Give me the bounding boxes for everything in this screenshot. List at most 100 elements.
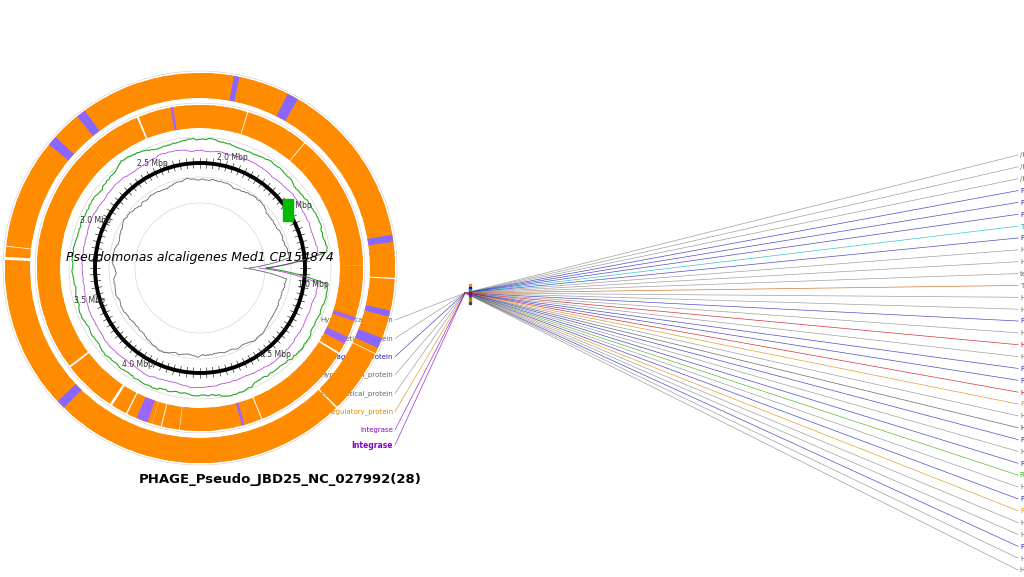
Polygon shape (49, 137, 74, 160)
Polygon shape (289, 396, 328, 434)
Polygon shape (311, 121, 343, 152)
Polygon shape (256, 387, 286, 418)
Polygon shape (8, 213, 37, 239)
Polygon shape (46, 314, 75, 342)
Polygon shape (288, 101, 308, 126)
Polygon shape (276, 94, 298, 121)
Polygon shape (151, 76, 171, 104)
Polygon shape (281, 409, 310, 440)
Polygon shape (157, 107, 180, 133)
Polygon shape (20, 183, 47, 202)
Polygon shape (218, 106, 242, 133)
Polygon shape (204, 406, 225, 431)
Text: Hypothetical_protein: Hypothetical_protein (1020, 484, 1024, 490)
Polygon shape (165, 106, 189, 131)
Polygon shape (92, 373, 123, 404)
Polygon shape (254, 395, 269, 419)
Polygon shape (339, 247, 362, 262)
Text: Holin: Holin (1020, 425, 1024, 430)
Polygon shape (346, 343, 375, 368)
Polygon shape (15, 324, 43, 344)
Text: Hypothetical_protein: Hypothetical_protein (1020, 246, 1024, 253)
Polygon shape (37, 275, 61, 289)
Polygon shape (13, 317, 47, 354)
Polygon shape (332, 145, 358, 168)
Text: Tail_protein: Tail_protein (1020, 223, 1024, 230)
Polygon shape (41, 297, 67, 316)
Polygon shape (140, 430, 166, 459)
Polygon shape (42, 128, 82, 168)
Polygon shape (195, 407, 216, 431)
Polygon shape (361, 297, 392, 328)
Polygon shape (241, 430, 260, 458)
Polygon shape (183, 73, 203, 99)
Polygon shape (60, 340, 88, 366)
Text: Hypothetical_protein: Hypothetical_protein (321, 372, 393, 379)
Polygon shape (10, 198, 41, 230)
Polygon shape (226, 108, 241, 132)
Text: Integrase: Integrase (351, 440, 393, 449)
Polygon shape (55, 332, 83, 358)
Text: /Hypothetical_protein: /Hypothetical_protein (1020, 163, 1024, 170)
Polygon shape (368, 235, 395, 264)
Polygon shape (183, 105, 199, 129)
Polygon shape (152, 402, 166, 426)
Polygon shape (46, 208, 70, 223)
Polygon shape (180, 407, 190, 430)
Polygon shape (92, 410, 129, 445)
Polygon shape (57, 170, 88, 201)
Polygon shape (90, 99, 116, 128)
Polygon shape (38, 363, 69, 391)
Polygon shape (85, 405, 121, 440)
Polygon shape (352, 182, 386, 218)
Polygon shape (8, 299, 37, 323)
Polygon shape (91, 138, 115, 163)
Polygon shape (324, 327, 348, 344)
Text: 2.5 Mbp: 2.5 Mbp (137, 159, 168, 168)
Polygon shape (159, 434, 176, 461)
Polygon shape (233, 426, 270, 459)
Polygon shape (338, 274, 362, 296)
Polygon shape (52, 379, 82, 408)
Polygon shape (195, 73, 214, 99)
Text: 4.0 Mbp: 4.0 Mbp (123, 360, 154, 369)
Polygon shape (85, 147, 106, 169)
Polygon shape (36, 151, 65, 176)
Polygon shape (195, 437, 217, 463)
Polygon shape (229, 76, 240, 102)
Polygon shape (370, 257, 395, 276)
Polygon shape (356, 316, 387, 344)
Polygon shape (334, 220, 358, 236)
Polygon shape (369, 246, 394, 256)
Polygon shape (253, 83, 290, 117)
Polygon shape (270, 128, 298, 156)
Polygon shape (99, 91, 128, 122)
Text: Tail_protein: Tail_protein (1020, 282, 1024, 289)
Polygon shape (162, 404, 174, 428)
Polygon shape (73, 355, 103, 387)
Polygon shape (262, 87, 295, 119)
Polygon shape (119, 83, 146, 113)
Polygon shape (70, 394, 96, 422)
Polygon shape (355, 329, 382, 348)
Polygon shape (356, 306, 390, 345)
Polygon shape (328, 203, 356, 228)
Text: 1.5 Mbp: 1.5 Mbp (282, 201, 312, 211)
Polygon shape (353, 325, 384, 353)
Polygon shape (139, 78, 162, 106)
Text: /Hypothetical_protein: /Hypothetical_protein (1020, 175, 1024, 182)
Polygon shape (353, 334, 380, 353)
Polygon shape (333, 310, 355, 321)
Polygon shape (316, 178, 346, 205)
Polygon shape (72, 396, 104, 429)
Text: Phage-like_protein: Phage-like_protein (1020, 436, 1024, 443)
Polygon shape (163, 435, 185, 462)
Polygon shape (326, 136, 360, 172)
Polygon shape (308, 390, 336, 418)
Polygon shape (348, 172, 378, 198)
Polygon shape (142, 399, 159, 424)
Polygon shape (133, 428, 157, 456)
Text: Hypothetical_protein: Hypothetical_protein (321, 335, 393, 342)
Text: Phage-like_protein: Phage-like_protein (1020, 377, 1024, 384)
Polygon shape (138, 110, 166, 138)
